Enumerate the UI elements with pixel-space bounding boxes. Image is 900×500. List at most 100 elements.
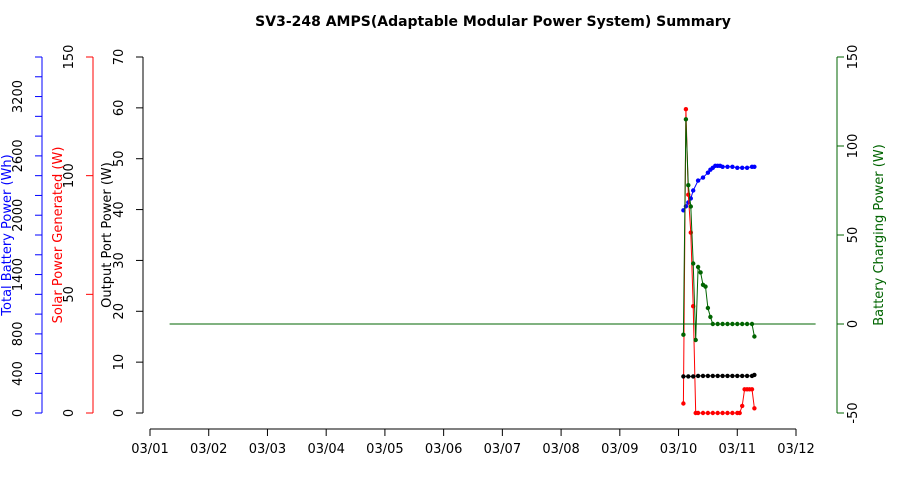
series-solar-point [720, 410, 725, 416]
charging-axis-label: Battery Charging Power (W) [872, 144, 887, 326]
battery-tick-label: 0 [11, 409, 26, 417]
series-charging-point [681, 332, 686, 337]
series-solar-point [749, 387, 755, 392]
output-tick-label: 30 [112, 252, 127, 269]
x-axis: 03/01 03/02 03/03 03/04 03/05 03/06 03/07 03/08… [131, 428, 815, 457]
solar-axis-label: Solar Power Generated (W) [51, 147, 66, 324]
solar-tick-label: 150 [62, 45, 77, 70]
series-charging-point [695, 264, 701, 270]
x-tick-label: 03/10 [660, 442, 697, 457]
output-tick-label: 60 [112, 100, 127, 117]
series-charging-point [752, 334, 757, 339]
solar-tick-label: 100 [62, 163, 77, 188]
output-tick-label: 10 [112, 354, 127, 371]
series-battery-point [720, 164, 725, 169]
battery-tick-label: 2000 [11, 199, 26, 232]
x-tick-label: 03/09 [601, 442, 638, 457]
series-battery-point [730, 164, 735, 169]
series-charging-point [691, 261, 696, 266]
series-output-point [686, 374, 691, 379]
battery-tick-label: 2600 [11, 139, 26, 172]
x-tick-label: 03/07 [484, 442, 521, 457]
series-output-point [752, 372, 757, 378]
series-solar-point [730, 410, 735, 416]
battery-tick-label: 400 [11, 361, 26, 386]
series-output-point [715, 373, 720, 379]
series-output-point [744, 373, 750, 379]
output-tick-label: 70 [112, 49, 127, 66]
x-tick-label: 03/05 [366, 442, 403, 457]
output-axis-label: Output Port Power (W) [100, 162, 115, 308]
output-axis: 0 10 20 30 40 50 60 70 [112, 49, 144, 417]
series-solar-point [695, 410, 701, 416]
series-output-point [700, 373, 706, 379]
series-charging-point [703, 284, 708, 289]
battery-axis: 0 400 800 1400 2000 2600 3200 [11, 56, 43, 417]
series-output-point [735, 373, 740, 379]
series-solar-point [737, 410, 742, 416]
charging-axis: -50 0 50 100 150 [836, 45, 861, 424]
series-output-point [720, 373, 725, 379]
series-battery-point [691, 188, 696, 193]
chart-title: SV3-248 AMPS(Adaptable Modular Power Sys… [255, 14, 731, 30]
series-battery-line [682, 165, 755, 211]
series-solar-point [700, 410, 706, 416]
series-output-point [705, 373, 711, 379]
series-output-point [730, 373, 735, 379]
series-output-point [681, 374, 686, 379]
series-output-point [695, 373, 701, 379]
series-solar-point [725, 410, 730, 416]
series-battery-point [683, 204, 689, 209]
solar-tick-label: 0 [62, 409, 77, 417]
output-tick-label: 20 [112, 303, 127, 320]
series-solar-point [705, 410, 711, 416]
series-battery-point [700, 175, 706, 180]
series-charging-point [705, 305, 711, 311]
charging-tick-label: 150 [846, 45, 861, 70]
x-tick-label: 03/02 [190, 442, 227, 457]
series-battery-point [695, 178, 701, 183]
series-output-line [683, 374, 755, 377]
series-battery-point [752, 164, 757, 169]
output-tick-label: 0 [112, 409, 127, 417]
series-solar-line [682, 109, 755, 414]
series-charging-point [688, 204, 693, 209]
x-tick-label: 03/04 [307, 442, 344, 457]
x-tick-label: 03/03 [249, 442, 286, 457]
series-output-point [725, 373, 730, 379]
series-charging-point [693, 337, 698, 343]
x-tick-label: 03/01 [131, 442, 168, 457]
series-charging-point [683, 117, 689, 122]
series-battery-point [735, 165, 740, 170]
series-charging-point [698, 270, 703, 275]
battery-tick-label: 800 [11, 321, 26, 346]
series-solar-point [710, 410, 715, 416]
series-output-point [710, 373, 715, 379]
series-charging-point [686, 183, 691, 188]
series-solar-point [683, 107, 689, 112]
series-output-point [691, 374, 696, 379]
series-battery-point [725, 164, 730, 169]
charging-tick-label: -50 [846, 402, 861, 423]
x-tick-label: 03/08 [542, 442, 579, 457]
charging-tick-label: 0 [846, 320, 861, 328]
output-tick-label: 50 [112, 150, 127, 167]
series-layer [169, 107, 816, 416]
series-output-point [740, 373, 745, 379]
charging-tick-label: 100 [846, 134, 861, 159]
series-battery-point [740, 165, 745, 170]
series-battery-point [686, 200, 691, 205]
charging-tick-label: 50 [846, 227, 861, 244]
series-solar-point [740, 403, 745, 409]
series-solar-point [681, 401, 686, 406]
x-tick-label: 03/12 [777, 442, 814, 457]
x-tick-label: 03/11 [719, 442, 756, 457]
series-battery-point [744, 165, 750, 170]
series-solar-point [715, 410, 720, 416]
series-solar-point [752, 406, 757, 411]
battery-tick-label: 3200 [11, 80, 26, 113]
solar-tick-label: 50 [62, 286, 77, 303]
battery-axis-label: Total Battery Power (Wh) [0, 154, 15, 316]
output-tick-label: 40 [112, 201, 127, 218]
